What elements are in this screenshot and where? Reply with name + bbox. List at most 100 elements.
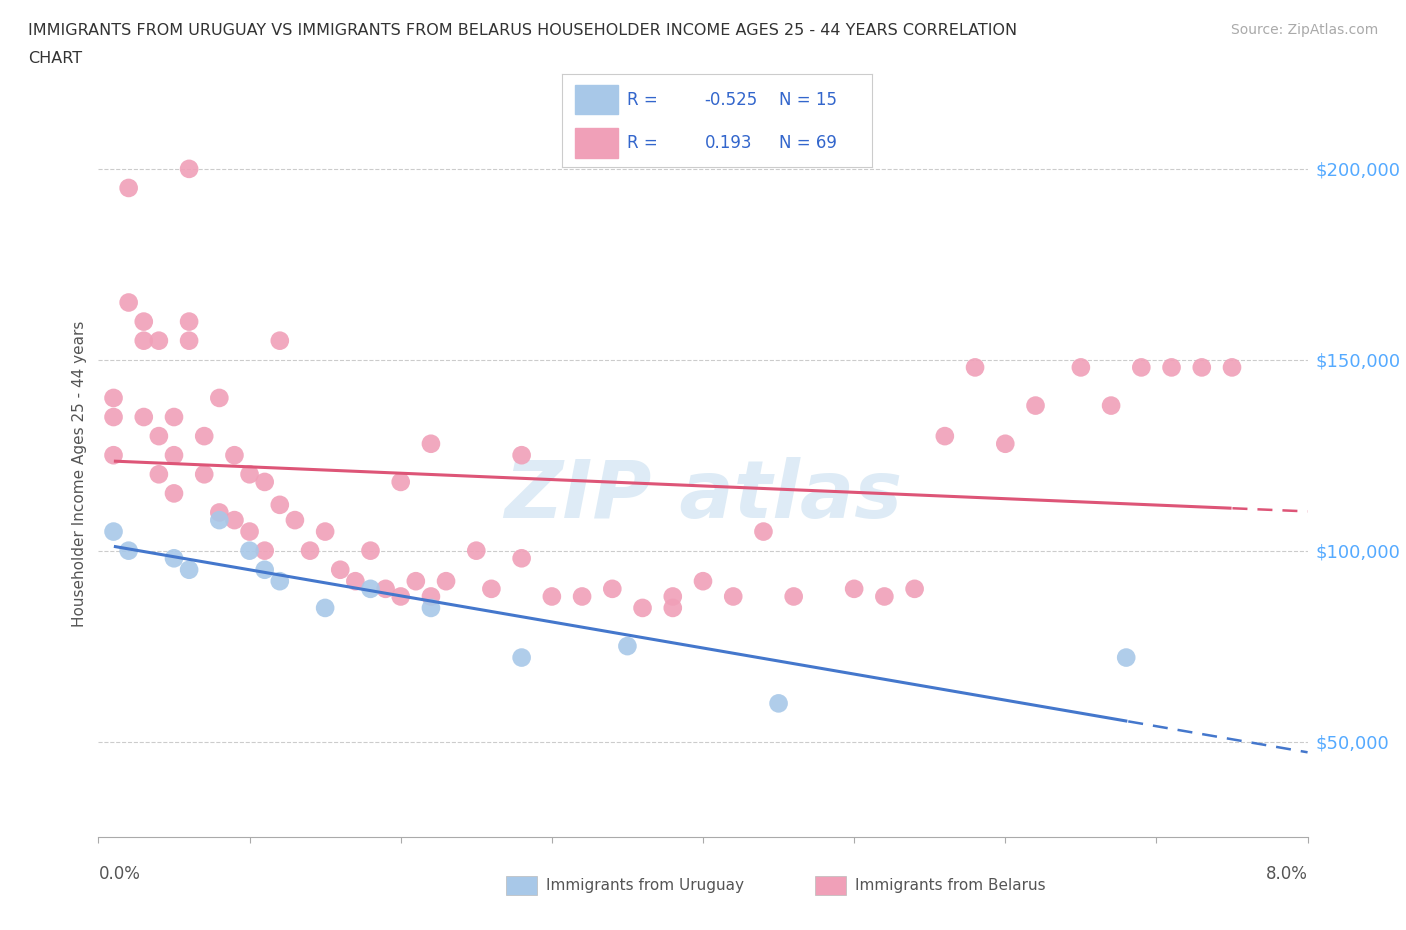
Point: [571, 589, 593, 604]
Point: [465, 543, 488, 558]
Point: [662, 601, 685, 616]
Point: [1099, 398, 1122, 413]
Point: [1130, 360, 1153, 375]
Point: [179, 162, 201, 177]
Text: ZIP atlas: ZIP atlas: [503, 457, 903, 535]
Point: [163, 447, 186, 462]
Point: [1115, 650, 1137, 665]
Point: [253, 563, 276, 578]
Point: [179, 563, 201, 578]
Point: [329, 563, 352, 578]
Point: [994, 436, 1017, 451]
Point: [193, 467, 215, 482]
Text: 0.193: 0.193: [704, 134, 752, 153]
Point: [934, 429, 956, 444]
Point: [616, 639, 638, 654]
Point: [239, 467, 262, 482]
Point: [723, 589, 745, 604]
Point: [389, 474, 412, 489]
Text: Source: ZipAtlas.com: Source: ZipAtlas.com: [1230, 23, 1378, 37]
Point: [163, 551, 186, 565]
Text: CHART: CHART: [28, 51, 82, 66]
Text: R =: R =: [627, 134, 658, 153]
Point: [269, 574, 291, 589]
Point: [103, 525, 125, 539]
Point: [844, 581, 866, 596]
Point: [208, 512, 231, 527]
Point: [374, 581, 396, 596]
Text: N = 15: N = 15: [779, 90, 837, 109]
Point: [148, 429, 170, 444]
Point: [481, 581, 503, 596]
Point: [239, 543, 262, 558]
Point: [269, 498, 291, 512]
Point: [1191, 360, 1213, 375]
Point: [510, 551, 533, 565]
Point: [1160, 360, 1182, 375]
Point: [360, 543, 382, 558]
Point: [208, 505, 231, 520]
Point: [692, 574, 714, 589]
Point: [269, 333, 291, 348]
Text: -0.525: -0.525: [704, 90, 758, 109]
Text: R =: R =: [627, 90, 658, 109]
Point: [224, 512, 246, 527]
Point: [510, 650, 533, 665]
Point: [420, 436, 443, 451]
Point: [602, 581, 624, 596]
Point: [314, 601, 336, 616]
Bar: [575, 128, 619, 158]
Point: [103, 409, 125, 424]
Point: [1220, 360, 1243, 375]
Point: [148, 333, 170, 348]
Point: [631, 601, 654, 616]
Point: [118, 295, 141, 310]
Point: [163, 409, 186, 424]
Point: [768, 696, 790, 711]
Point: [193, 429, 215, 444]
Point: [420, 601, 443, 616]
Point: [752, 525, 775, 539]
Point: [132, 409, 155, 424]
Point: [420, 589, 443, 604]
Point: [179, 333, 201, 348]
Text: N = 69: N = 69: [779, 134, 837, 153]
Point: [662, 589, 685, 604]
Point: [873, 589, 896, 604]
Point: [208, 391, 231, 405]
Point: [1025, 398, 1047, 413]
Point: [783, 589, 806, 604]
Text: 0.0%: 0.0%: [98, 865, 141, 883]
Point: [239, 525, 262, 539]
Text: Immigrants from Uruguay: Immigrants from Uruguay: [546, 878, 744, 893]
Point: [148, 467, 170, 482]
Point: [510, 447, 533, 462]
Text: IMMIGRANTS FROM URUGUAY VS IMMIGRANTS FROM BELARUS HOUSEHOLDER INCOME AGES 25 - : IMMIGRANTS FROM URUGUAY VS IMMIGRANTS FR…: [28, 23, 1018, 38]
Point: [284, 512, 307, 527]
Point: [253, 543, 276, 558]
Point: [253, 474, 276, 489]
Point: [434, 574, 457, 589]
Point: [904, 581, 927, 596]
Point: [405, 574, 427, 589]
Point: [314, 525, 336, 539]
Text: Immigrants from Belarus: Immigrants from Belarus: [855, 878, 1046, 893]
Text: 8.0%: 8.0%: [1265, 865, 1308, 883]
Y-axis label: Householder Income Ages 25 - 44 years: Householder Income Ages 25 - 44 years: [72, 321, 87, 628]
Point: [103, 447, 125, 462]
Point: [541, 589, 564, 604]
Point: [132, 314, 155, 329]
Bar: [575, 85, 619, 114]
Point: [965, 360, 987, 375]
Point: [179, 314, 201, 329]
Point: [163, 486, 186, 501]
Point: [1070, 360, 1092, 375]
Point: [360, 581, 382, 596]
Point: [132, 333, 155, 348]
Point: [103, 391, 125, 405]
Point: [224, 447, 246, 462]
Point: [299, 543, 322, 558]
Point: [389, 589, 412, 604]
Point: [118, 180, 141, 195]
Point: [344, 574, 367, 589]
